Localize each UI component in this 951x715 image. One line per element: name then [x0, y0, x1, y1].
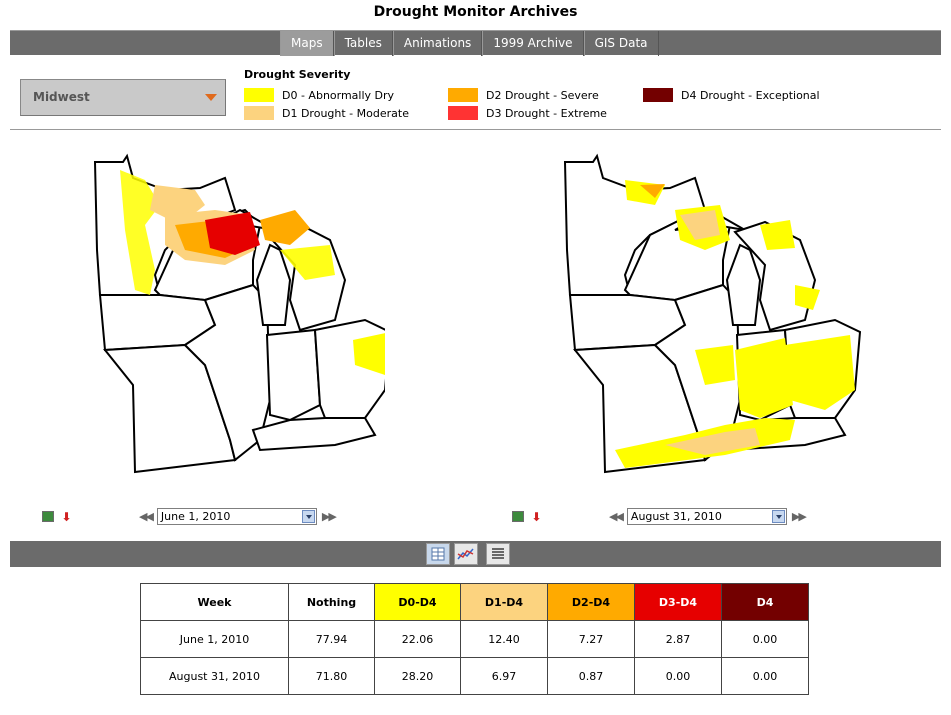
cell-week: June 1, 2010 [140, 620, 289, 658]
text-view-icon [492, 548, 504, 559]
pdf-icon[interactable]: ⬇ [531, 509, 542, 524]
legend-label-d2: D2 Drought - Severe [486, 88, 599, 102]
legend-swatch-d3 [448, 106, 478, 120]
next-icon[interactable]: ▶▶ [321, 510, 337, 523]
tab-gis-data[interactable]: GIS Data [583, 31, 659, 56]
dropdown-arrow-icon [301, 510, 315, 523]
divider [10, 129, 941, 130]
cell-d1-d4: 12.40 [460, 620, 548, 658]
view-toolbar [10, 541, 941, 567]
col-header-d3-d4: D3-D4 [634, 583, 722, 621]
chart-view-button[interactable] [454, 543, 478, 565]
legend-label-d1: D1 Drought - Moderate [282, 106, 409, 120]
legend-swatch-d1 [244, 106, 274, 120]
legend-label-d0: D0 - Abnormally Dry [282, 88, 395, 102]
legend-title: Drought Severity [244, 68, 351, 81]
prev-icon[interactable]: ◀◀ [609, 510, 624, 523]
nav-tabs: Maps Tables Animations 1999 Archive GIS … [280, 31, 659, 56]
legend-item-d0: D0 - Abnormally Dry [244, 88, 394, 102]
legend-item-d2: D2 Drought - Severe [448, 88, 599, 102]
cell-d3-d4: 0.00 [634, 657, 722, 695]
date-select-left[interactable]: June 1, 2010 [156, 508, 317, 525]
tab-maps[interactable]: Maps [280, 31, 334, 56]
next-icon[interactable]: ▶▶ [791, 510, 807, 523]
tab-tables[interactable]: Tables [333, 31, 393, 56]
cell-d4: 0.00 [721, 657, 809, 695]
cell-week: August 31, 2010 [140, 657, 289, 695]
table-row: August 31, 2010 71.80 28.20 6.97 0.87 0.… [140, 657, 809, 695]
image-icon[interactable] [42, 511, 54, 522]
cell-d4: 0.00 [721, 620, 809, 658]
col-header-d2-d4: D2-D4 [547, 583, 635, 621]
cell-nothing: 71.80 [288, 657, 375, 695]
prev-icon[interactable]: ◀◀ [139, 510, 154, 523]
legend-swatch-d0 [244, 88, 274, 102]
image-icon[interactable] [512, 511, 524, 522]
right-map-controls: ⬇ ◀◀ August 31, 2010 ▶▶ [512, 508, 807, 525]
tab-animations[interactable]: Animations [392, 31, 483, 56]
col-header-d4: D4 [721, 583, 809, 621]
cell-d3-d4: 2.87 [634, 620, 722, 658]
region-dropdown-value: Midwest [33, 90, 90, 104]
page-title: Drought Monitor Archives [373, 4, 578, 20]
cell-d0-d4: 22.06 [374, 620, 461, 658]
drought-map-left [85, 150, 385, 490]
table-row: June 1, 2010 77.94 22.06 12.40 7.27 2.87… [140, 620, 809, 658]
left-map-controls: ⬇ ◀◀ June 1, 2010 ▶▶ [42, 508, 337, 525]
cell-d2-d4: 0.87 [547, 657, 635, 695]
drought-map-right [555, 150, 870, 490]
legend-item-d1: D1 Drought - Moderate [244, 106, 409, 120]
col-header-d0-d4: D0-D4 [374, 583, 461, 621]
text-view-button[interactable] [486, 543, 510, 565]
date-select-right-value: August 31, 2010 [630, 510, 722, 523]
date-select-right[interactable]: August 31, 2010 [626, 508, 787, 525]
col-header-week: Week [140, 583, 289, 621]
tab-1999-archive[interactable]: 1999 Archive [482, 31, 584, 56]
region-dropdown[interactable]: Midwest [20, 79, 226, 116]
table-header-row: Week Nothing D0-D4 D1-D4 D2-D4 D3-D4 D4 [140, 583, 809, 621]
legend-swatch-d2 [448, 88, 478, 102]
cell-d0-d4: 28.20 [374, 657, 461, 695]
col-header-d1-d4: D1-D4 [460, 583, 548, 621]
legend-item-d4: D4 Drought - Exceptional [643, 88, 820, 102]
legend-item-d3: D3 Drought - Extreme [448, 106, 607, 120]
top-nav-bar: Maps Tables Animations 1999 Archive GIS … [10, 30, 941, 56]
dropdown-arrow-icon [205, 94, 217, 101]
legend-label-d4: D4 Drought - Exceptional [681, 88, 820, 102]
chart-view-icon [457, 548, 474, 560]
dropdown-arrow-icon [771, 510, 785, 523]
cell-d1-d4: 6.97 [460, 657, 548, 695]
pdf-icon[interactable]: ⬇ [61, 509, 72, 524]
legend-swatch-d4 [643, 88, 673, 102]
cell-nothing: 77.94 [288, 620, 375, 658]
cell-d2-d4: 7.27 [547, 620, 635, 658]
table-view-button[interactable] [426, 543, 450, 565]
col-header-nothing: Nothing [288, 583, 375, 621]
drought-stats-table: Week Nothing D0-D4 D1-D4 D2-D4 D3-D4 D4 … [140, 583, 809, 695]
date-select-left-value: June 1, 2010 [160, 510, 231, 523]
legend-label-d3: D3 Drought - Extreme [486, 106, 607, 120]
table-view-icon [431, 547, 445, 561]
